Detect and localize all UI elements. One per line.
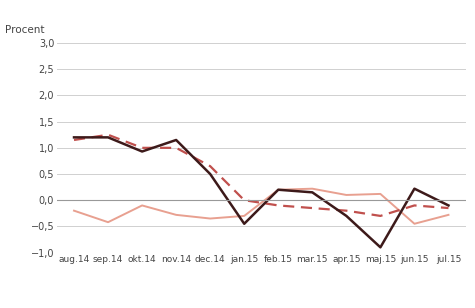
- Åland: [411, 187, 417, 191]
- Åland: [139, 150, 145, 153]
- Åland: [276, 188, 281, 192]
- Sverige: [241, 214, 247, 218]
- Åland: [310, 190, 315, 194]
- Finland: [139, 146, 145, 150]
- Åland: [173, 138, 179, 142]
- Finland: [378, 214, 383, 218]
- Finland: [411, 204, 417, 207]
- Finland: [71, 138, 77, 142]
- Åland: [71, 136, 77, 139]
- Finland: [105, 133, 111, 136]
- Finland: [446, 206, 451, 210]
- Åland: [378, 245, 383, 249]
- Finland: [276, 204, 281, 207]
- Finland: [173, 146, 179, 150]
- Sverige: [276, 188, 281, 192]
- Sverige: [139, 204, 145, 207]
- Sverige: [71, 209, 77, 213]
- Sverige: [378, 192, 383, 196]
- Finland: [241, 198, 247, 202]
- Sverige: [173, 213, 179, 217]
- Åland: [105, 136, 111, 139]
- Sverige: [343, 193, 349, 197]
- Finland: [207, 164, 213, 168]
- Finland: [343, 209, 349, 213]
- Sverige: [310, 187, 315, 191]
- Sverige: [207, 217, 213, 221]
- Åland: [343, 214, 349, 218]
- Åland: [241, 222, 247, 225]
- Line: Åland: Åland: [74, 137, 448, 247]
- Line: Sverige: Sverige: [74, 189, 448, 224]
- Åland: [207, 172, 213, 176]
- Line: Finland: Finland: [74, 135, 448, 216]
- Finland: [310, 206, 315, 210]
- Sverige: [446, 213, 451, 217]
- Sverige: [411, 222, 417, 225]
- Text: Procent: Procent: [5, 25, 44, 34]
- Sverige: [105, 220, 111, 224]
- Åland: [446, 204, 451, 207]
